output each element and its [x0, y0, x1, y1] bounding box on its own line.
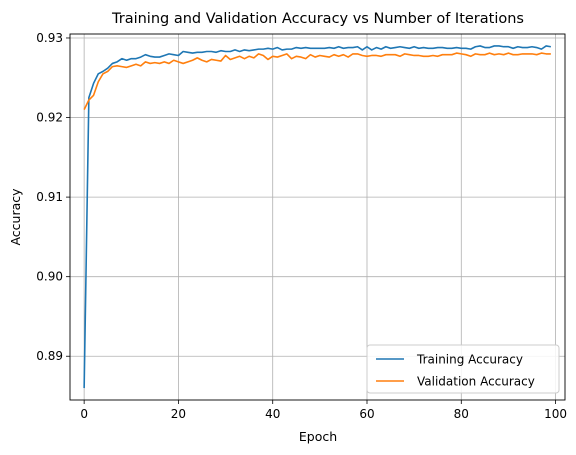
x-tick-label: 100	[544, 407, 567, 421]
validation-accuracy-line	[83, 52, 551, 110]
y-tick-label: 0.89	[36, 349, 63, 363]
x-axis-label: Epoch	[299, 429, 337, 444]
x-tick-label: 80	[454, 407, 469, 421]
y-tick-label: 0.92	[36, 111, 63, 125]
y-tick-label: 0.91	[36, 190, 63, 204]
y-axis-label: Accuracy	[8, 188, 23, 246]
x-tick-label: 60	[359, 407, 374, 421]
legend: Training Accuracy Validation Accuracy	[366, 344, 560, 394]
legend-label-validation: Validation Accuracy	[417, 375, 535, 389]
legend-box	[366, 344, 560, 394]
training-accuracy-line	[83, 45, 551, 389]
series-lines	[83, 45, 551, 389]
y-tick-label: 0.90	[36, 270, 63, 284]
x-tick-label: 40	[265, 407, 280, 421]
y-tick-label: 0.93	[36, 31, 63, 45]
x-tick-label: 20	[171, 407, 186, 421]
ticks: 0 20 40 60 80 100 0.89 0.90 0.91 0.92 0.93	[36, 31, 567, 421]
chart-title: Training and Validation Accuracy vs Numb…	[111, 11, 524, 27]
grid	[70, 34, 565, 400]
plot-frame	[69, 33, 566, 401]
legend-label-training: Training Accuracy	[416, 353, 523, 367]
x-tick-label: 0	[80, 407, 88, 421]
